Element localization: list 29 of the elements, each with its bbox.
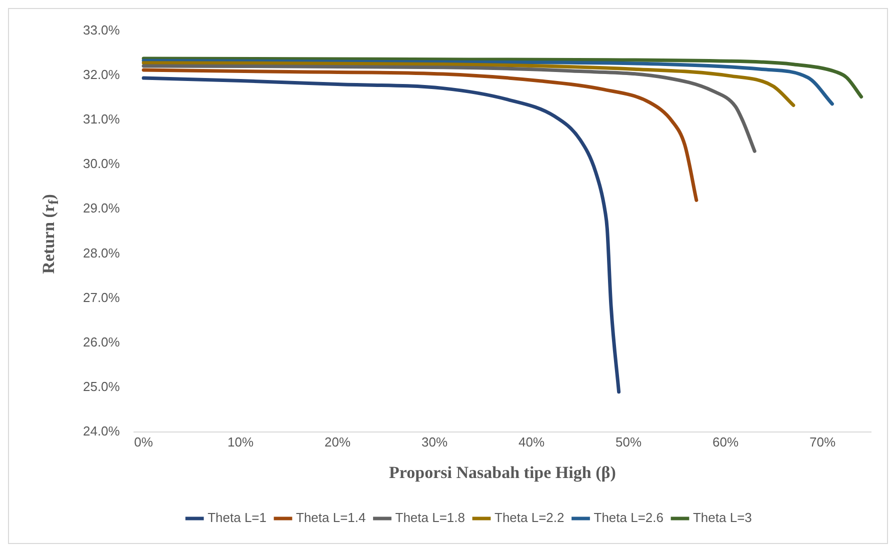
y-tick-label: 29.0% bbox=[82, 200, 120, 216]
line-series bbox=[142, 68, 698, 202]
y-tick-label: 30.0% bbox=[82, 156, 120, 172]
legend-label: Theta L=1.8 bbox=[395, 510, 465, 526]
y-tick-label: 28.0% bbox=[82, 245, 120, 260]
x-tick-label: 40% bbox=[518, 434, 545, 450]
x-axis-title: Proporsi Nasabah tipe High (β) bbox=[389, 463, 616, 482]
y-tick-label: 26.0% bbox=[82, 334, 120, 350]
line-series bbox=[142, 56, 864, 99]
x-tick-label: 30% bbox=[422, 434, 448, 450]
legend-label: Theta L=1.4 bbox=[296, 510, 366, 526]
line-series bbox=[142, 64, 756, 153]
x-tick-label: 70% bbox=[809, 434, 836, 450]
y-tick-label: 32.0% bbox=[82, 66, 120, 82]
legend-label: Theta L=3 bbox=[692, 510, 752, 526]
y-tick-label: 27.0% bbox=[82, 290, 120, 305]
y-tick-label: 25.0% bbox=[82, 379, 120, 394]
x-tick-label: 50% bbox=[616, 434, 642, 450]
x-tick-label: 10% bbox=[228, 434, 254, 450]
y-tick-label: 33.0% bbox=[82, 22, 120, 38]
x-tick-label: 0% bbox=[134, 434, 154, 450]
x-tick-label: 20% bbox=[324, 434, 351, 450]
y-tick-label: 31.0% bbox=[82, 112, 120, 127]
legend-label: Theta L=1 bbox=[208, 510, 267, 526]
x-tick-label: 60% bbox=[712, 434, 739, 450]
legend-label: Theta L=2.6 bbox=[594, 510, 664, 526]
line-series bbox=[142, 76, 621, 394]
legend-label: Theta L=2.2 bbox=[494, 510, 564, 526]
y-tick-label: 24.0% bbox=[82, 424, 120, 439]
